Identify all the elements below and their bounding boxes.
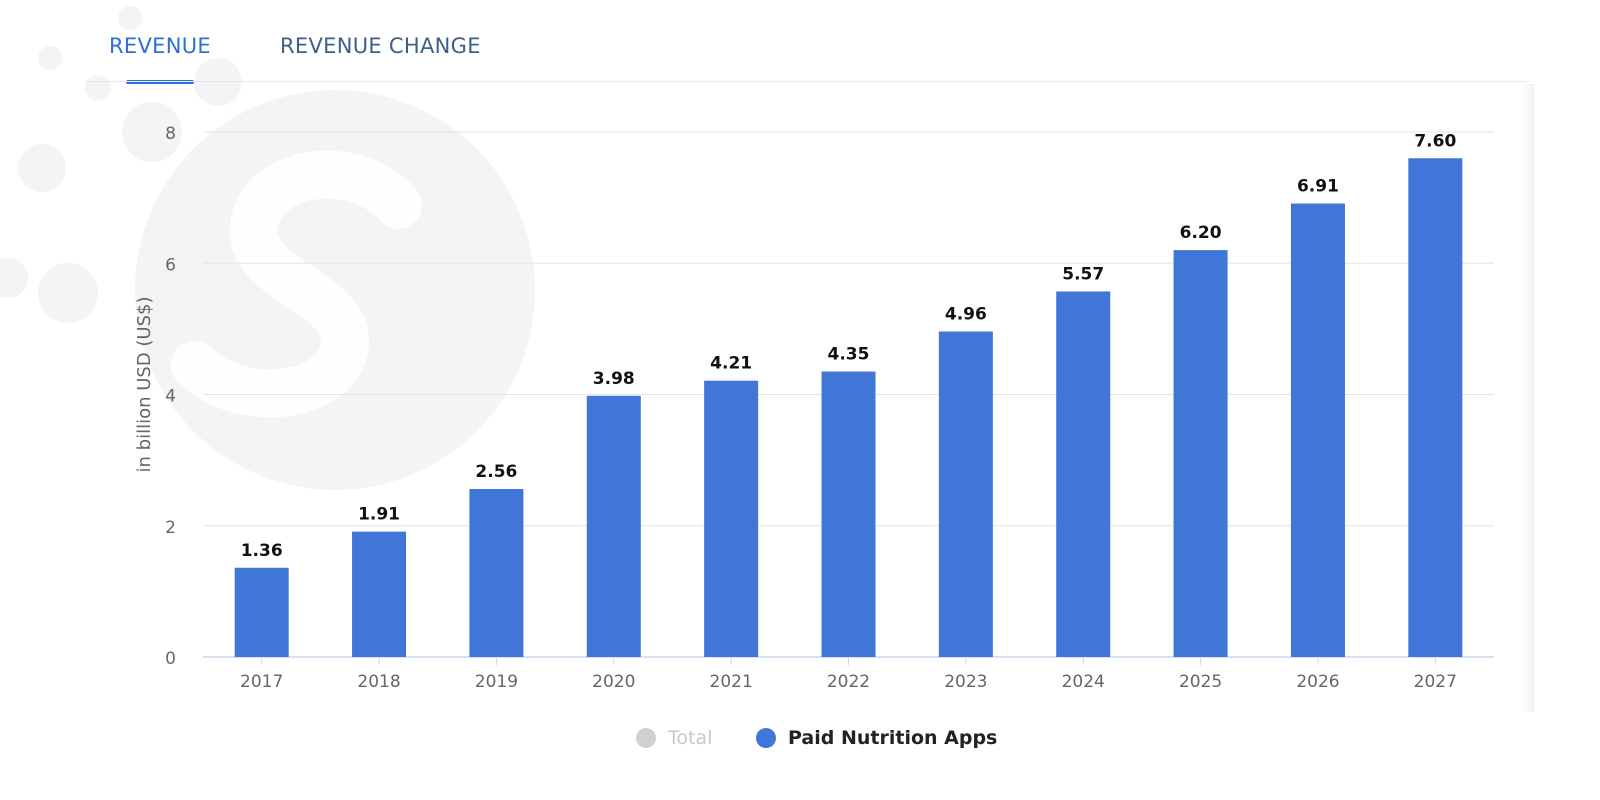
x-tick-label: 2023 bbox=[944, 672, 987, 692]
legend-marker-paid-nutrition-apps-icon bbox=[756, 728, 776, 748]
data-label: 4.21 bbox=[710, 354, 752, 374]
legend-item-total[interactable]: Total bbox=[636, 725, 712, 751]
x-tick-label: 2017 bbox=[240, 672, 283, 692]
legend-marker-total-icon bbox=[636, 728, 656, 748]
bar bbox=[821, 371, 876, 657]
x-tick-label: 2025 bbox=[1179, 672, 1222, 692]
y-axis-title: in billion USD (US$) bbox=[134, 297, 155, 473]
y-tick-label: 6 bbox=[165, 255, 176, 275]
x-tick-label: 2024 bbox=[1062, 672, 1105, 692]
y-tick-label: 2 bbox=[165, 518, 176, 538]
legend-item-paid-nutrition-apps[interactable]: Paid Nutrition Apps bbox=[756, 725, 997, 751]
x-tick-label: 2027 bbox=[1414, 672, 1457, 692]
bar-chart: 0 2 4 6 8 in billion USD (US$) 1.36 2017 1.91 201… bbox=[134, 124, 1494, 692]
y-tick-label: 0 bbox=[165, 649, 176, 669]
y-tick-label: 4 bbox=[165, 387, 176, 407]
bar bbox=[704, 380, 759, 657]
tab-revenue-change[interactable]: REVENUE CHANGE bbox=[280, 34, 481, 58]
y-tick-label: 8 bbox=[165, 124, 176, 144]
bar bbox=[1173, 250, 1228, 657]
data-label: 1.91 bbox=[358, 505, 400, 525]
x-tick-label: 2026 bbox=[1296, 672, 1339, 692]
bar bbox=[469, 489, 524, 657]
data-label: 5.57 bbox=[1062, 264, 1104, 284]
x-tick-label: 2022 bbox=[827, 672, 870, 692]
legend-label-paid-nutrition-apps: Paid Nutrition Apps bbox=[788, 727, 998, 749]
bar bbox=[938, 331, 993, 657]
data-label: 3.98 bbox=[593, 369, 635, 389]
bar bbox=[1056, 291, 1111, 657]
x-tick-label: 2019 bbox=[475, 672, 518, 692]
data-label: 6.20 bbox=[1180, 223, 1222, 243]
data-label: 4.35 bbox=[828, 345, 870, 365]
active-tab-indicator bbox=[126, 80, 194, 84]
legend: Total Paid Nutrition Apps bbox=[0, 720, 1600, 760]
x-tick-label: 2021 bbox=[710, 672, 753, 692]
data-label: 4.96 bbox=[945, 305, 987, 325]
tab-divider bbox=[86, 81, 1530, 82]
legend-label-total: Total bbox=[668, 727, 713, 749]
tab-revenue[interactable]: REVENUE bbox=[109, 34, 211, 58]
x-tick-label: 2020 bbox=[592, 672, 635, 692]
x-tick-label: 2018 bbox=[357, 672, 400, 692]
tab-bar: REVENUE REVENUE CHANGE bbox=[0, 0, 1600, 84]
bar bbox=[352, 531, 407, 657]
bar bbox=[234, 567, 289, 657]
bar bbox=[586, 395, 641, 657]
data-label: 6.91 bbox=[1297, 177, 1339, 197]
data-label: 7.60 bbox=[1414, 131, 1456, 151]
data-label: 1.36 bbox=[241, 541, 283, 561]
bar bbox=[1408, 158, 1463, 657]
data-label: 2.56 bbox=[475, 462, 517, 482]
bar bbox=[1290, 203, 1345, 657]
scroll-edge-shadow bbox=[1520, 84, 1534, 712]
statista-logo-watermark-icon bbox=[0, 6, 535, 490]
